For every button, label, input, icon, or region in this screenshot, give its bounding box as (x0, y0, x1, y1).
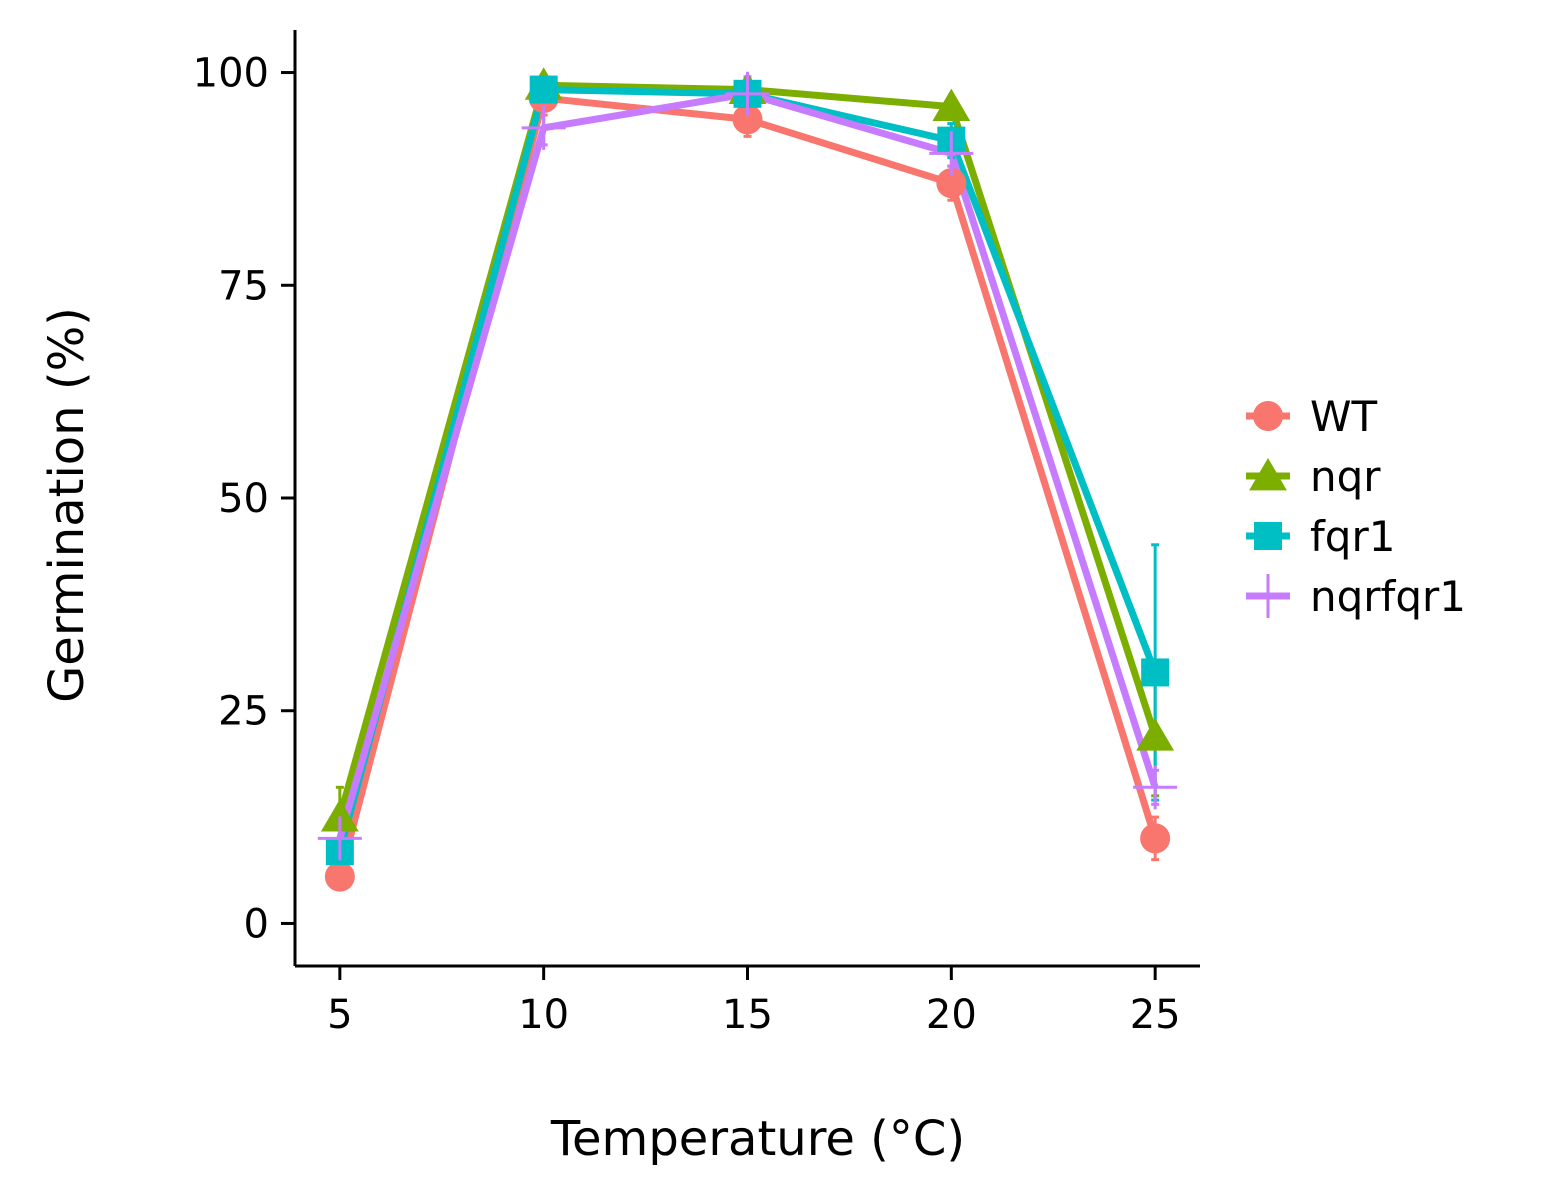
data-point-nqr (932, 88, 971, 121)
axes: 5 10 15 20 25 0 25 50 75 100 (193, 30, 1200, 1038)
y-axis-title: Germination (%) (39, 307, 95, 703)
legend-item-nqrfqr1: nqrfqr1 (1246, 572, 1466, 621)
y-tick-label: 25 (218, 689, 269, 735)
x-tick-label: 10 (518, 992, 569, 1038)
plot-area (317, 67, 1178, 892)
data-point-nqrfqr1 (317, 816, 362, 861)
data-point-nqrfqr1 (725, 71, 770, 116)
series-line-nqrfqr1 (336, 90, 1159, 840)
legend-label: nqrfqr1 (1310, 572, 1466, 621)
x-tick-label: 5 (327, 992, 352, 1038)
y-tick-label: 100 (193, 51, 269, 97)
data-point-nqr (320, 799, 359, 832)
legend-label: nqr (1310, 452, 1381, 501)
data-point-WT (732, 104, 763, 135)
series-line-WT (336, 94, 1159, 878)
y-tick-label: 50 (218, 476, 269, 522)
data-point-WT (1140, 823, 1171, 854)
data-point-nqrfqr1 (929, 131, 974, 176)
y-tick-label: 0 (244, 901, 269, 947)
data-point-fqr1 (1141, 658, 1170, 687)
data-point-nqr (1136, 718, 1175, 751)
legend-marker (1246, 574, 1290, 618)
data-point-nqrfqr1 (521, 105, 566, 150)
legend-item-nqr: nqr (1246, 452, 1381, 501)
x-tick-label: 15 (722, 992, 773, 1038)
series-line-fqr1 (336, 86, 1159, 853)
legend-item-fqr1: fqr1 (1246, 512, 1395, 561)
legend-marker (1253, 401, 1283, 431)
x-tick-label: 20 (926, 992, 977, 1038)
data-point-nqrfqr1 (1133, 765, 1178, 810)
data-point-fqr1 (529, 75, 558, 104)
legend-label: fqr1 (1310, 512, 1395, 561)
legend-marker (1254, 522, 1282, 550)
legend-item-WT: WT (1246, 392, 1378, 441)
x-tick-label: 25 (1130, 992, 1181, 1038)
y-tick-label: 75 (218, 263, 269, 309)
data-point-WT (936, 168, 967, 199)
legend-marker (1249, 458, 1287, 491)
legend-label: WT (1310, 392, 1378, 441)
data-point-WT (324, 861, 355, 892)
x-axis-title: Temperature (°C) (550, 1111, 965, 1167)
